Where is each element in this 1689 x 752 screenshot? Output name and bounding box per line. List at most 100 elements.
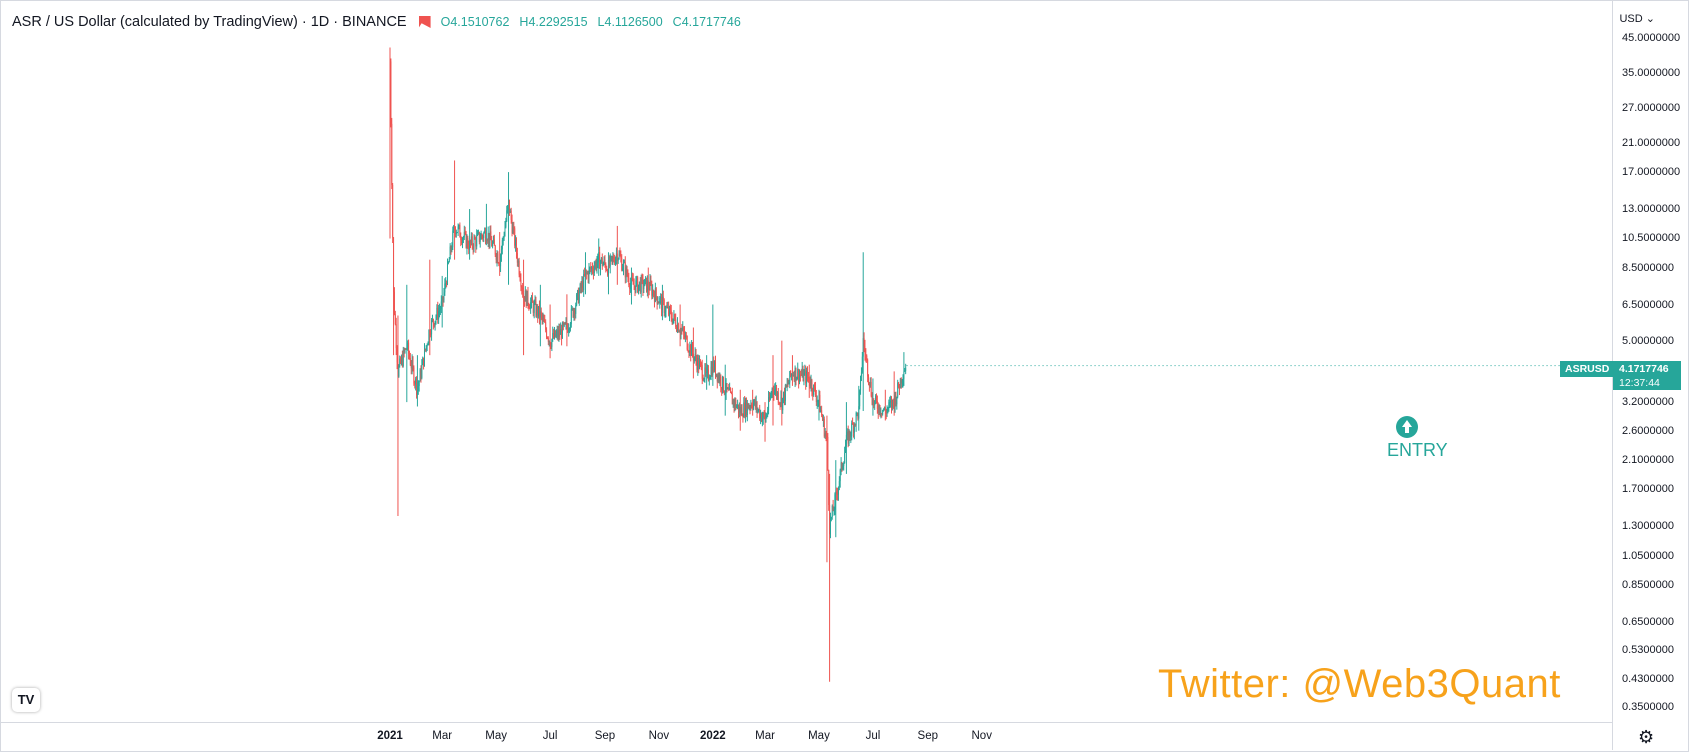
candle-body — [707, 369, 709, 380]
candle-body — [789, 371, 791, 383]
candle-body — [845, 434, 847, 446]
candle-body — [398, 366, 400, 377]
candle-body — [669, 307, 671, 311]
candle-body — [615, 253, 617, 258]
candle-body — [868, 376, 870, 382]
candle-body — [806, 371, 808, 384]
candle-body — [431, 319, 433, 321]
tradingview-logo[interactable]: TV — [12, 688, 40, 712]
candle-body — [538, 306, 540, 317]
symbol-title[interactable]: ASR / US Dollar (calculated by TradingVi… — [12, 14, 407, 30]
candle-body — [546, 337, 548, 339]
time-tick-label: Mar — [432, 730, 453, 742]
price-tick-label: 2.6000000 — [1622, 424, 1674, 437]
candle-body — [607, 260, 609, 275]
candle-body — [542, 318, 544, 320]
candle-body — [437, 307, 439, 320]
candle-body — [664, 311, 666, 313]
candle-body — [785, 385, 787, 387]
candle-body — [516, 253, 518, 263]
candle-body — [851, 423, 853, 436]
candle-body — [702, 378, 704, 381]
candle-body — [891, 400, 893, 408]
candle-body — [812, 390, 814, 395]
candle-body — [897, 382, 899, 397]
candle-body — [465, 232, 467, 248]
candle-body — [874, 400, 876, 406]
time-tick-label: May — [485, 730, 507, 742]
candle-body — [461, 240, 463, 244]
ohlc-open: O4.1510762 — [440, 15, 510, 29]
candle-body — [714, 361, 716, 371]
candle-body — [473, 237, 475, 249]
candle-body — [500, 255, 502, 267]
candle-body — [759, 409, 761, 419]
candle-body — [430, 334, 432, 336]
price-tick-label: 0.5300000 — [1622, 643, 1674, 656]
candle-body — [699, 361, 701, 369]
time-tick-label: Jul — [542, 730, 558, 742]
time-tick-label: 2022 — [700, 730, 726, 742]
candle-body — [839, 469, 841, 482]
candle-body — [648, 287, 650, 291]
candle-body — [668, 306, 670, 315]
candle-body — [393, 291, 395, 315]
candle-body — [857, 412, 859, 419]
candle-body — [409, 357, 411, 366]
candle-body — [879, 405, 881, 414]
candle-body — [537, 306, 539, 317]
candle-body — [426, 345, 428, 347]
last-price: 4.1717746 — [1619, 363, 1669, 375]
candle-body — [869, 381, 871, 387]
candle-body — [593, 266, 595, 273]
candle-body — [717, 375, 719, 382]
time-tick-label: Sep — [917, 730, 938, 742]
entry-label: ENTRY — [1387, 440, 1448, 460]
candle-body — [600, 261, 602, 269]
candle-body — [776, 387, 778, 397]
price-tick-label: 6.5000000 — [1622, 298, 1674, 311]
candle-body — [574, 309, 576, 314]
candle-body — [495, 254, 497, 260]
candle-body — [794, 367, 796, 381]
candle-body — [808, 377, 810, 383]
candle-body — [898, 387, 900, 389]
candle-body — [872, 400, 874, 405]
candle-body — [439, 309, 441, 311]
candle-body — [791, 374, 793, 376]
candle-body — [661, 296, 663, 310]
candle-body — [521, 286, 523, 288]
candle-body — [684, 332, 686, 338]
candle-body — [847, 431, 849, 444]
candle-body — [672, 318, 674, 324]
candle-body — [523, 296, 525, 302]
candle-body — [680, 329, 682, 333]
candle-body — [468, 246, 470, 250]
candle-body — [863, 338, 865, 347]
candle-body — [513, 227, 515, 229]
candle-body — [489, 231, 491, 244]
candle-body — [445, 282, 447, 284]
candle-body — [405, 348, 407, 350]
price-chart[interactable] — [0, 0, 1612, 722]
candle-body — [629, 284, 631, 289]
candle-body — [689, 345, 691, 353]
candle-body — [742, 416, 744, 418]
gear-icon[interactable]: ⚙ — [1638, 727, 1655, 747]
candle-body — [556, 330, 558, 334]
candle-body — [515, 239, 517, 254]
candle-body — [842, 465, 844, 469]
candle-body — [571, 308, 573, 310]
candle-body — [769, 395, 771, 400]
candle-body — [828, 470, 830, 505]
candle-body — [652, 290, 654, 296]
candle-body — [831, 505, 833, 517]
candle-body — [722, 376, 724, 390]
currency-selector[interactable]: USD ⌄ — [1619, 12, 1655, 25]
candle-body — [501, 240, 503, 250]
candle-body — [562, 323, 564, 326]
candle-body — [802, 368, 804, 382]
candle-body — [609, 256, 611, 267]
candle-body — [697, 358, 699, 370]
candle-body — [661, 297, 663, 310]
